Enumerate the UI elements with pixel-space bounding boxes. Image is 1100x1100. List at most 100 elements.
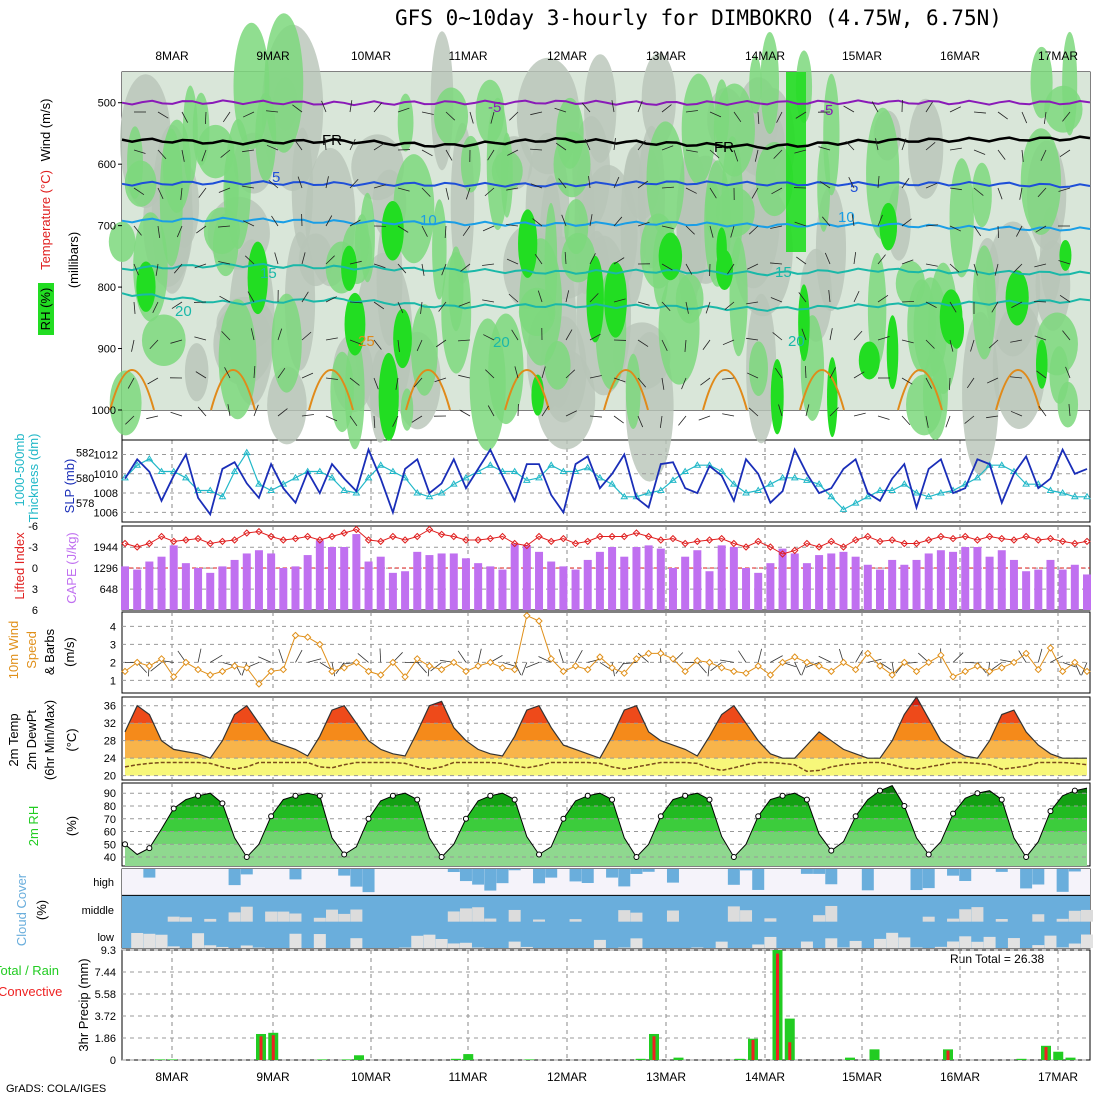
wind-barb (435, 339, 447, 348)
rh-green-cell (196, 124, 235, 179)
wind-speed-point (316, 640, 324, 649)
rh-bright-cell (798, 284, 810, 362)
thickness-point (717, 467, 726, 475)
rh-band (125, 793, 1087, 806)
wind-barb (877, 336, 890, 341)
cloud-high-cell (666, 869, 679, 883)
rh-green-cell (749, 341, 768, 396)
isotherm--5 (121, 99, 1091, 107)
wind-barb (845, 140, 855, 151)
wind-barb-10m (197, 648, 202, 663)
li-point (170, 537, 178, 546)
cloud-high-cell (362, 869, 375, 893)
thickness-point (291, 473, 300, 481)
precip-total-bar (167, 1059, 178, 1060)
contour-label: 10 (420, 212, 437, 229)
thickness-point (656, 486, 665, 493)
rh-green-cell (971, 162, 992, 228)
li-point (876, 537, 884, 546)
wind-barb (561, 214, 567, 227)
li-point (523, 541, 531, 550)
cloud-low-cell (1068, 943, 1081, 948)
rh-point (779, 792, 786, 799)
rh-green-cell (354, 214, 370, 267)
wind-barb (222, 111, 231, 123)
wind-barb (469, 111, 474, 124)
wind-barb (397, 107, 410, 113)
thickness-point (559, 467, 568, 475)
wind-barb (588, 176, 591, 189)
wind-speed-point (632, 655, 641, 663)
wind-barb (795, 111, 807, 119)
wind-speed-point (401, 673, 409, 681)
wind-barb (487, 405, 495, 417)
temp-tick-label: 20 (104, 771, 116, 783)
contour-label: 10 (838, 209, 855, 226)
cloud-low-cell (947, 941, 960, 948)
wind-barb (349, 301, 362, 304)
wind-barb (301, 252, 306, 265)
isotherm-20 (121, 292, 1091, 312)
wind-barb (901, 218, 912, 227)
rh-green-cell (760, 31, 779, 134)
wind-barb (794, 149, 807, 154)
cape-bar (291, 566, 300, 610)
cape-bar (133, 569, 142, 610)
li-point (937, 532, 945, 541)
wind-barb (1034, 263, 1047, 268)
cloud-mid-cell (922, 916, 935, 922)
cape-bar (522, 545, 531, 610)
wind-barb (948, 377, 951, 391)
li-point (827, 537, 835, 546)
wind-barb (964, 415, 975, 424)
wind-barb (709, 111, 722, 118)
wind-speed-point (888, 671, 896, 679)
precip-total-bar (451, 1058, 461, 1060)
isotherm-25-arch (603, 369, 649, 411)
wind-barb (949, 106, 961, 113)
rh-point (365, 815, 372, 822)
wind-barb (170, 339, 183, 344)
pressure-tick-label: 500 (98, 98, 116, 110)
wind-barb-10m (1037, 648, 1043, 663)
pressure-tick-label: 600 (98, 159, 116, 171)
wind-barb-10m (622, 662, 637, 665)
label-speed: Speed (24, 631, 39, 669)
wind-barb (485, 369, 495, 379)
cloud-mid-cell (313, 917, 326, 922)
wind-barb (988, 339, 999, 349)
wind-barb (219, 295, 231, 303)
cloud-high-cell (447, 869, 460, 873)
cape-bar (340, 547, 349, 610)
wind-barb (565, 329, 573, 341)
cloud-mid-cell (326, 909, 339, 922)
cloud-mid-cell (240, 906, 253, 922)
wind-speed-point (267, 667, 275, 676)
cloud-high-cell (813, 869, 826, 874)
wind-barb (325, 415, 338, 422)
rh-bright-cell (393, 308, 412, 369)
wind-speed-point (1071, 658, 1079, 667)
wind-barb (970, 339, 975, 352)
wind-barb (198, 187, 207, 198)
wind-barb (613, 415, 624, 424)
wind-barb-10m (738, 650, 747, 663)
wind-barb-10m (990, 662, 1002, 671)
cloud-high-cell (947, 869, 960, 876)
cloud-high-cell (727, 869, 740, 885)
thickness-point (425, 492, 434, 500)
precip-total-bar (673, 1057, 684, 1060)
li-point (218, 537, 227, 546)
rh-point (146, 845, 153, 852)
wind-tick-label: 4 (110, 621, 116, 633)
wind-barb (321, 100, 327, 113)
precip-total-bar (341, 1059, 352, 1060)
rh-green-cell (749, 55, 762, 114)
wind-speed-point (145, 662, 154, 670)
label-2m-dewpt: 2m DewPt (24, 710, 39, 770)
wind-barb (986, 377, 999, 384)
wind-barb (266, 110, 279, 113)
li-point (450, 532, 458, 541)
wind-barb (218, 261, 231, 265)
